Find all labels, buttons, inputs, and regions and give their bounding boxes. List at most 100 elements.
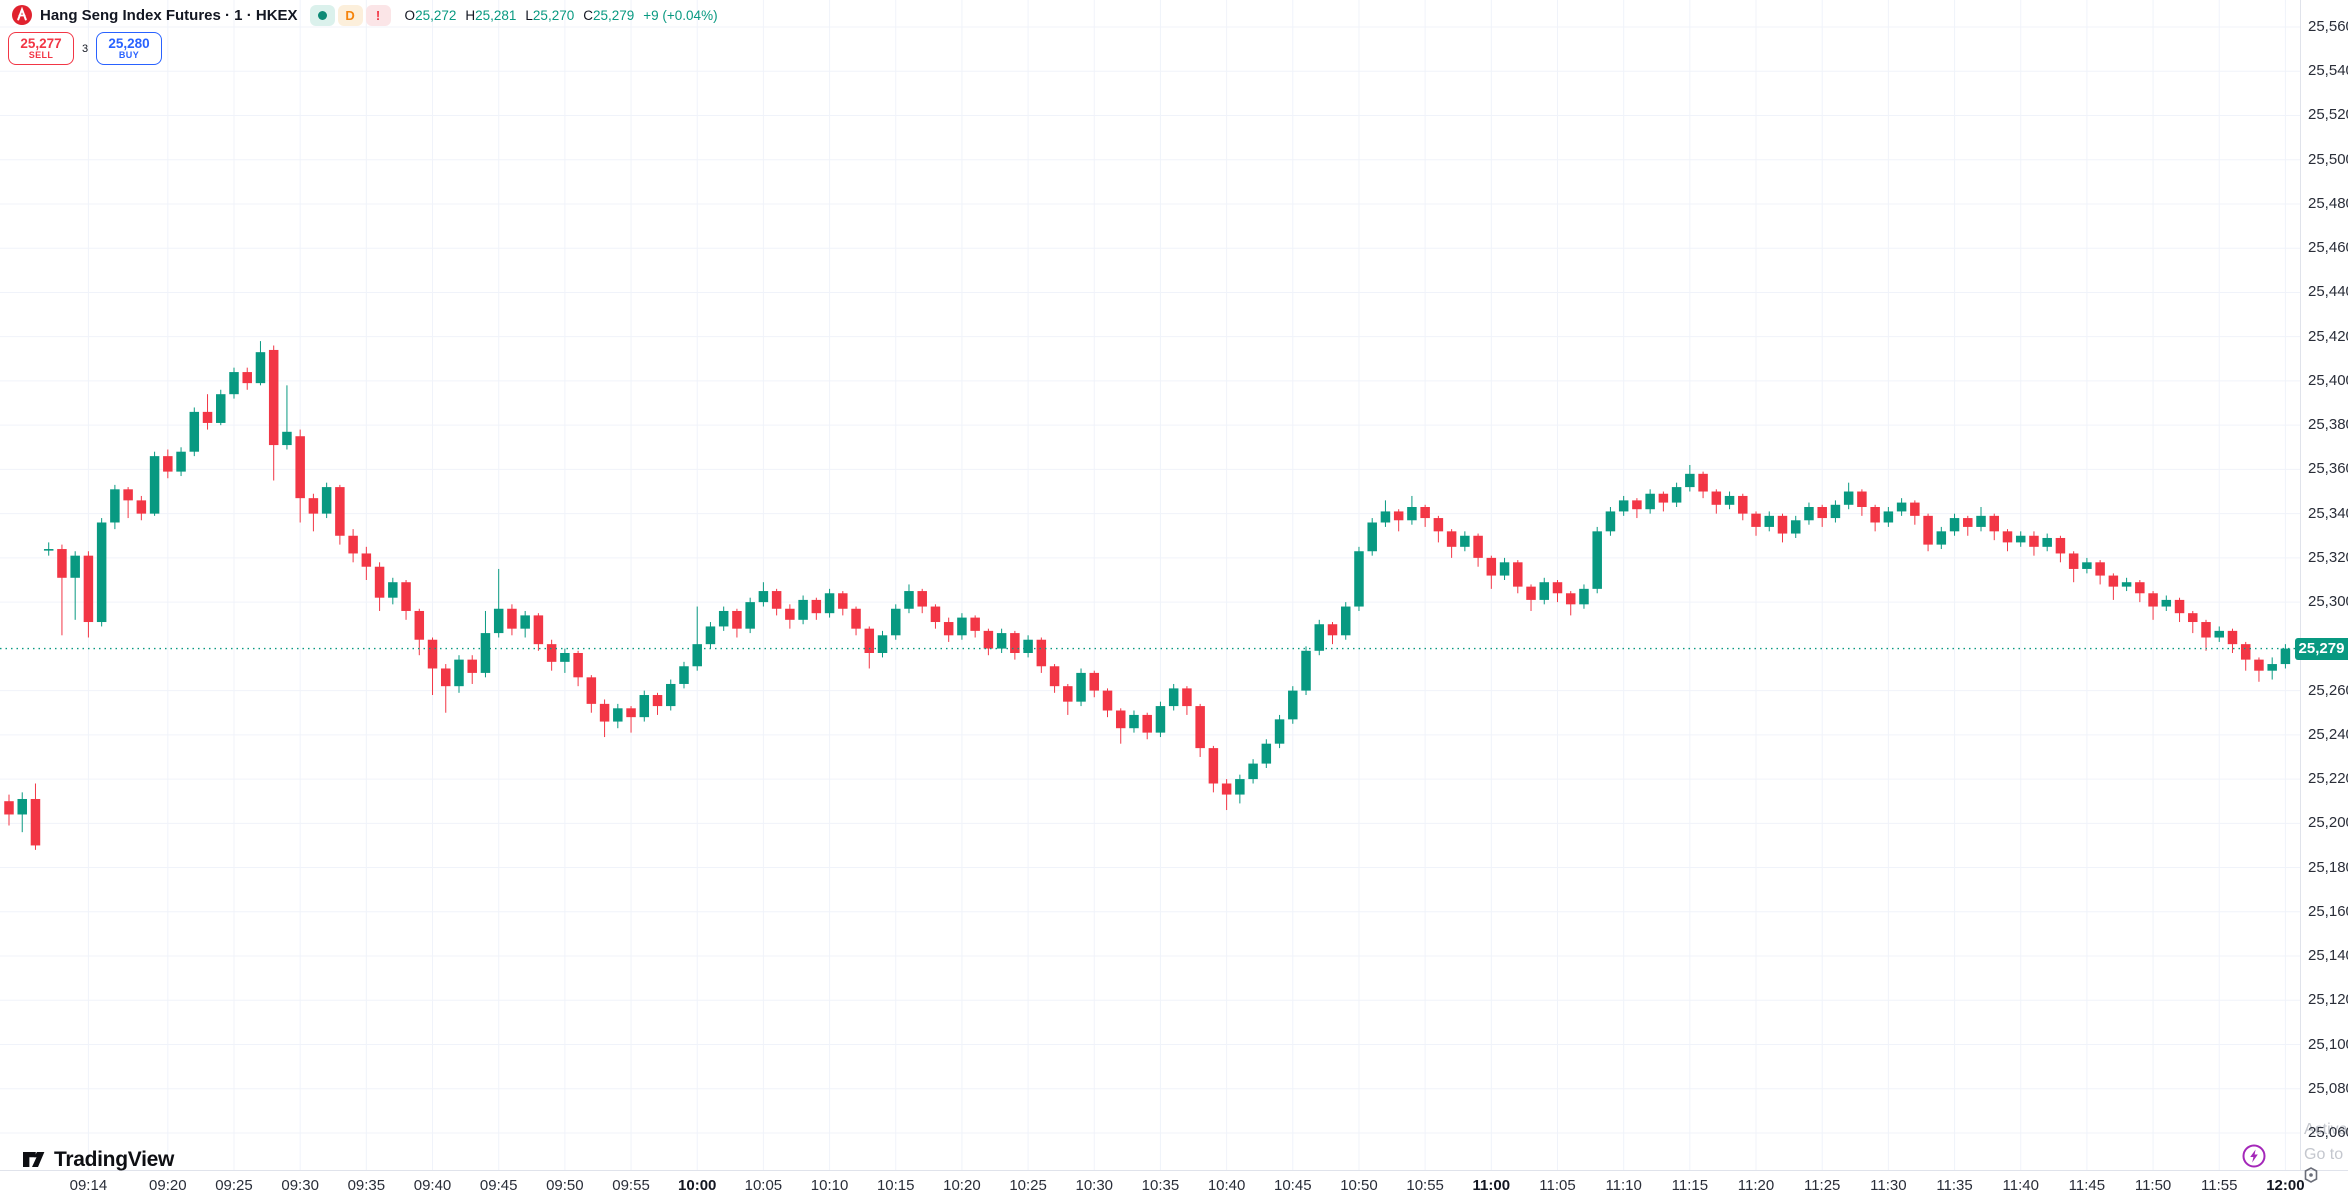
- symbol-title[interactable]: Hang Seng Index Futures · 1 · HKEX: [40, 6, 298, 24]
- candle: [2148, 593, 2158, 607]
- candle: [890, 608, 901, 636]
- tradingview-wordmark: TradingView: [54, 1147, 175, 1171]
- candle: [374, 566, 385, 598]
- ohlc-value: 25,270: [532, 7, 575, 23]
- time-axis-settings-button[interactable]: [2301, 1165, 2321, 1185]
- sell-button[interactable]: 25,277 SELL: [8, 32, 74, 65]
- price-axis[interactable]: 25,560 25,540 25,520 25,500 25,480 25,460 25,4…: [2300, 0, 2348, 1170]
- candle: [1102, 690, 1113, 711]
- candle: [295, 436, 305, 499]
- candle: [666, 683, 676, 707]
- candle: [705, 626, 716, 645]
- candle: [149, 456, 160, 514]
- candle: [1446, 531, 1457, 547]
- candle: [1168, 688, 1179, 707]
- candle: [2240, 644, 2251, 660]
- candle: [467, 659, 477, 673]
- sell-label: SELL: [28, 49, 54, 60]
- time-axis-label: 11:40: [2002, 1177, 2039, 1194]
- candle: [1724, 495, 1735, 505]
- candle: [83, 555, 94, 623]
- candle: [639, 695, 650, 718]
- candle: [520, 615, 530, 629]
- candle: [1949, 518, 1960, 532]
- candle: [652, 695, 663, 707]
- candle: [851, 608, 861, 629]
- candle: [1182, 688, 1192, 707]
- candle: [732, 610, 742, 629]
- candle: [414, 610, 425, 640]
- price-axis-label: 25,120: [2308, 991, 2348, 1009]
- candle: [1023, 639, 1033, 653]
- time-axis-label: 10:05: [744, 1177, 783, 1194]
- price-axis-label: 25,460: [2308, 239, 2348, 257]
- lightning-icon: [2242, 1144, 2266, 1168]
- price-axis-label: 25,180: [2308, 858, 2348, 876]
- trade-buttons: 25,277 SELL 3 25,280 BUY: [8, 32, 162, 65]
- candle: [123, 489, 133, 501]
- time-axis-label: 11:10: [1605, 1177, 1642, 1194]
- time-axis-label: 10:00: [678, 1177, 717, 1194]
- candle: [268, 349, 279, 446]
- candle: [1208, 748, 1219, 784]
- candle: [1579, 588, 1589, 605]
- price-axis-label: 25,500: [2308, 150, 2348, 168]
- time-axis[interactable]: 09:14 09:20 09:25 09:30 09:35 09:40 09:45 09:50…: [0, 1170, 2348, 1199]
- candle: [255, 352, 266, 384]
- candle: [1420, 507, 1430, 519]
- price-axis-label: 25,360: [2308, 460, 2348, 478]
- alert-badge[interactable]: !: [365, 4, 391, 26]
- symbol-logo-icon[interactable]: [12, 5, 32, 25]
- market-status-badge[interactable]: [309, 4, 335, 26]
- candle: [43, 549, 54, 551]
- time-axis-label: 10:25: [1009, 1177, 1047, 1194]
- candle: [1817, 507, 1827, 519]
- goto-faint-text: Go to S: [2304, 1146, 2348, 1163]
- candle: [1129, 714, 1139, 729]
- ohlc-pair: C25,279: [583, 8, 634, 23]
- candle: [2201, 622, 2211, 638]
- candle: [2135, 582, 2145, 594]
- candle: [70, 555, 80, 578]
- candle: [970, 617, 980, 631]
- instant-trading-button[interactable]: [2241, 1143, 2267, 1169]
- candle: [110, 489, 120, 523]
- candle: [242, 372, 252, 384]
- candle: [2188, 613, 2198, 623]
- time-axis-label: 10:10: [810, 1177, 849, 1194]
- candle: [1367, 522, 1377, 552]
- ohlc-values: O25,272 H25,281 L25,270 C25,279 +9 (+0.04%): [405, 8, 718, 23]
- candle: [1843, 491, 1854, 505]
- chart-canvas[interactable]: [0, 0, 2300, 1170]
- tradingview-logo[interactable]: TradingView: [20, 1146, 174, 1173]
- candle: [996, 633, 1007, 649]
- candle: [1936, 531, 1947, 545]
- time-axis-label: 10:30: [1075, 1177, 1114, 1194]
- candle: [1354, 551, 1364, 607]
- time-axis-label: 09:14: [69, 1177, 108, 1194]
- candle: [533, 615, 544, 645]
- candle: [1393, 511, 1404, 521]
- time-axis-label: 09:25: [215, 1177, 253, 1194]
- candle: [599, 703, 610, 722]
- candle: [2121, 582, 2132, 587]
- time-axis-label: 10:45: [1274, 1177, 1312, 1194]
- candle: [2254, 659, 2264, 671]
- candle: [1671, 487, 1682, 503]
- buy-button[interactable]: 25,280 BUY: [96, 32, 162, 65]
- candle: [1235, 779, 1245, 795]
- candle: [1565, 593, 1576, 605]
- candle: [1830, 504, 1841, 519]
- time-axis-label: 09:35: [347, 1177, 386, 1194]
- price-axis-label: 25,440: [2308, 283, 2348, 301]
- candle: [838, 593, 848, 609]
- activate-faint-text: Activa: [2304, 1121, 2348, 1138]
- delayed-data-badge[interactable]: D: [337, 4, 363, 26]
- price-axis-label: 25,420: [2308, 327, 2348, 345]
- ohlc-pair: O25,272: [405, 8, 457, 23]
- candle: [811, 599, 822, 614]
- candle: [1063, 686, 1073, 702]
- candle: [216, 394, 226, 423]
- candle: [1076, 672, 1086, 702]
